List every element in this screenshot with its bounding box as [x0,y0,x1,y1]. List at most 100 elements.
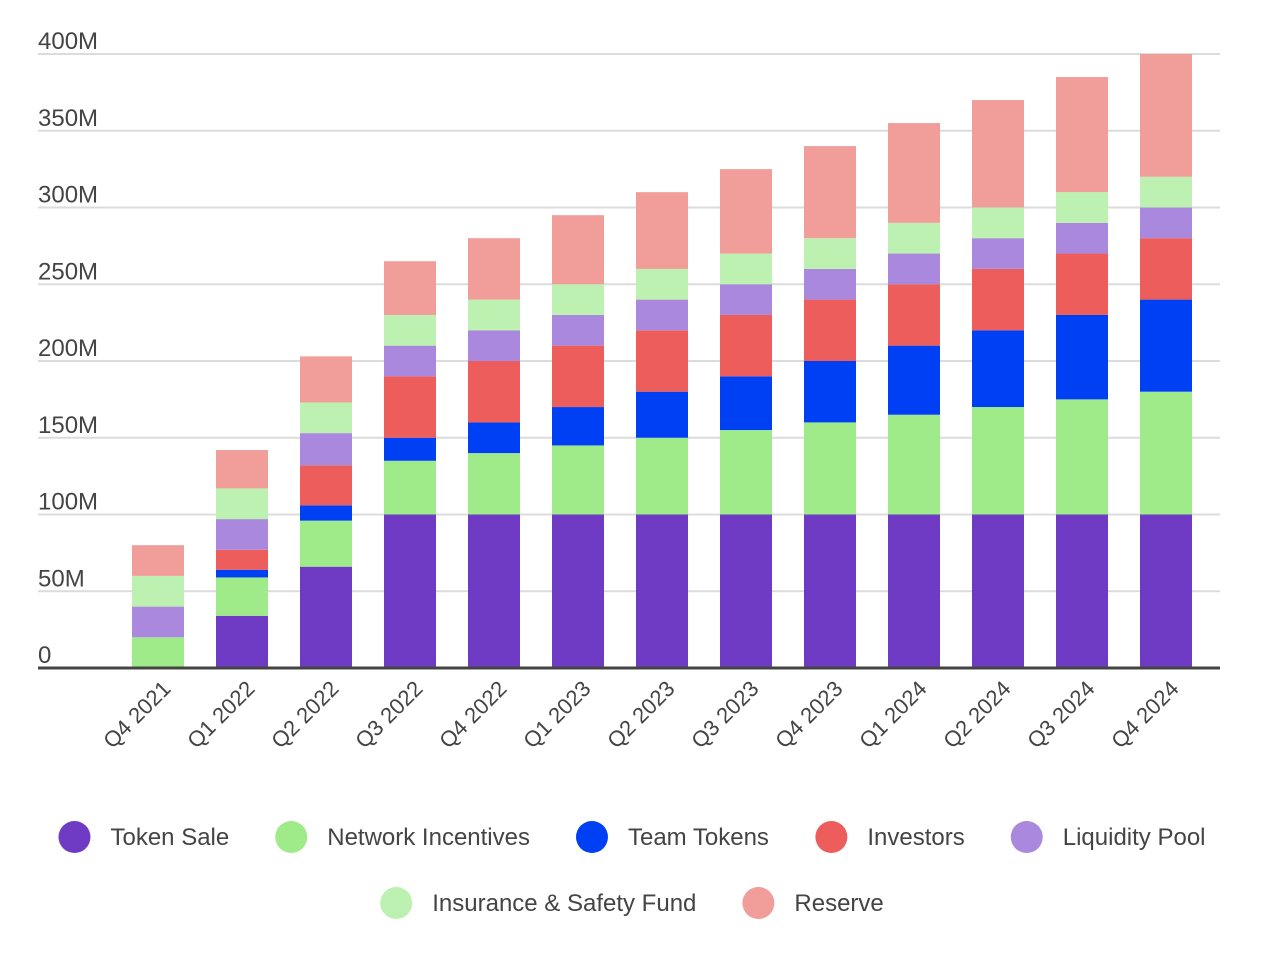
legend-item: Reserve [742,887,884,919]
bar-segment-network-incentives [216,577,268,616]
bar-segment-liquidity-pool [720,284,772,315]
bar-segment-reserve [468,238,520,300]
bar-segment-team-tokens [300,505,352,521]
bar-segment-investors [720,314,772,377]
x-tick-label: Q4 2024 [1106,676,1183,753]
bar-segment-team-tokens [888,345,940,415]
y-axis-labels: 0 50M 100M 150M 200M 250M 300M 350M 400M [38,28,98,669]
bar-segment-reserve [804,146,856,239]
bar-segment-reserve [888,123,940,223]
bar-segment-liquidity-pool [468,330,520,361]
bar-segment-liquidity-pool [300,433,352,466]
bar-segment-investors [1140,238,1192,300]
bar-segment-token-sale [804,514,856,668]
bar-segment-network-incentives [804,422,856,515]
bar-segment-network-incentives [132,637,184,668]
x-tick-label: Q2 2024 [938,676,1015,753]
bar-segment-investors [384,376,436,438]
legend-swatch [742,887,775,919]
bar-segment-reserve [1056,77,1108,193]
bar-segment-reserve [972,100,1024,208]
x-tick-label: Q1 2024 [854,676,931,753]
legend-label: Team Tokens [628,824,769,851]
bar-segment-token-sale [468,514,520,668]
bar-segment-insurance-safety-fund [1056,192,1108,223]
bar-segment-team-tokens [384,437,436,461]
x-tick-label: Q1 2022 [182,676,259,753]
bar-segment-liquidity-pool [216,519,268,550]
legend-item: Liquidity Pool [1010,821,1206,853]
bar-segment-insurance-safety-fund [1140,176,1192,208]
bar-segment-token-sale [1140,514,1192,668]
bar-segment-network-incentives [972,407,1024,515]
y-tick-label: 300M [38,182,98,209]
legend-swatch [815,821,848,853]
y-tick-label: 0 [38,642,51,669]
bar-segment-investors [216,549,268,570]
x-tick-label: Q2 2023 [602,676,679,753]
x-tick-label: Q4 2022 [434,676,511,753]
legend: Token Sale Network Incentives Team Tokens I… [58,821,1206,919]
bar-segment-team-tokens [1140,299,1192,392]
bar-segment-network-incentives [552,445,604,515]
bar-segment-team-tokens [636,391,688,438]
bar-segment-insurance-safety-fund [636,268,688,300]
legend-swatch [1010,821,1043,853]
bar-segment-reserve [1140,54,1192,177]
bar-segment-network-incentives [1056,399,1108,515]
bar-segment-insurance-safety-fund [804,238,856,269]
legend-swatch [275,821,308,853]
bar-segment-insurance-safety-fund [300,402,352,434]
bar-segment-insurance-safety-fund [216,488,268,520]
bar-segment-insurance-safety-fund [132,575,184,607]
bar-segment-token-sale [1056,514,1108,668]
bar-segment-network-incentives [888,414,940,515]
bars [132,54,1192,668]
bar-segment-investors [552,345,604,408]
y-tick-label: 100M [38,489,98,516]
y-tick-label: 350M [38,105,98,132]
bar-segment-investors [636,330,688,392]
bar-segment-liquidity-pool [132,606,184,638]
bar-segment-team-tokens [720,376,772,431]
bar-segment-insurance-safety-fund [552,284,604,315]
bar-segment-liquidity-pool [888,253,940,285]
bar-segment-team-tokens [216,569,268,578]
bar-segment-investors [804,299,856,361]
bar-segment-investors [468,361,520,423]
bar-segment-liquidity-pool [1056,222,1108,254]
bar-segment-token-sale [636,514,688,668]
x-tick-label: Q3 2023 [686,676,763,753]
bar-segment-liquidity-pool [1140,207,1192,239]
x-tick-label: Q3 2024 [1022,676,1099,753]
bar-segment-team-tokens [972,330,1024,408]
bar-segment-reserve [300,356,352,403]
y-tick-label: 150M [38,412,98,439]
bar-segment-insurance-safety-fund [384,314,436,346]
x-tick-label: Q4 2023 [770,676,847,753]
y-tick-label: 200M [38,335,98,362]
bar-segment-token-sale [552,514,604,668]
bar-segment-investors [972,268,1024,331]
bar-segment-team-tokens [804,361,856,423]
bar-segment-network-incentives [384,460,436,515]
x-axis-labels: Q4 2021 Q1 2022 Q2 2022 Q3 2022 Q4 2022 Q1 20… [98,676,1183,753]
legend-label: Network Incentives [327,824,530,851]
legend-swatch [380,887,413,919]
bar-segment-reserve [132,545,184,576]
legend-item: Insurance & Safety Fund [380,887,696,919]
legend-swatch [58,821,91,853]
legend-label: Token Sale [110,824,229,851]
bar-segment-team-tokens [552,407,604,446]
legend-swatch [575,821,608,853]
bar-segment-reserve [384,261,436,315]
x-tick-label: Q4 2021 [98,676,175,753]
legend-label: Insurance & Safety Fund [432,890,696,917]
bar-segment-token-sale [972,514,1024,668]
bar-segment-network-incentives [720,430,772,515]
bar-segment-reserve [552,215,604,285]
bar-segment-insurance-safety-fund [468,299,520,331]
x-tick-label: Q2 2022 [266,676,343,753]
bar-segment-reserve [216,450,268,489]
